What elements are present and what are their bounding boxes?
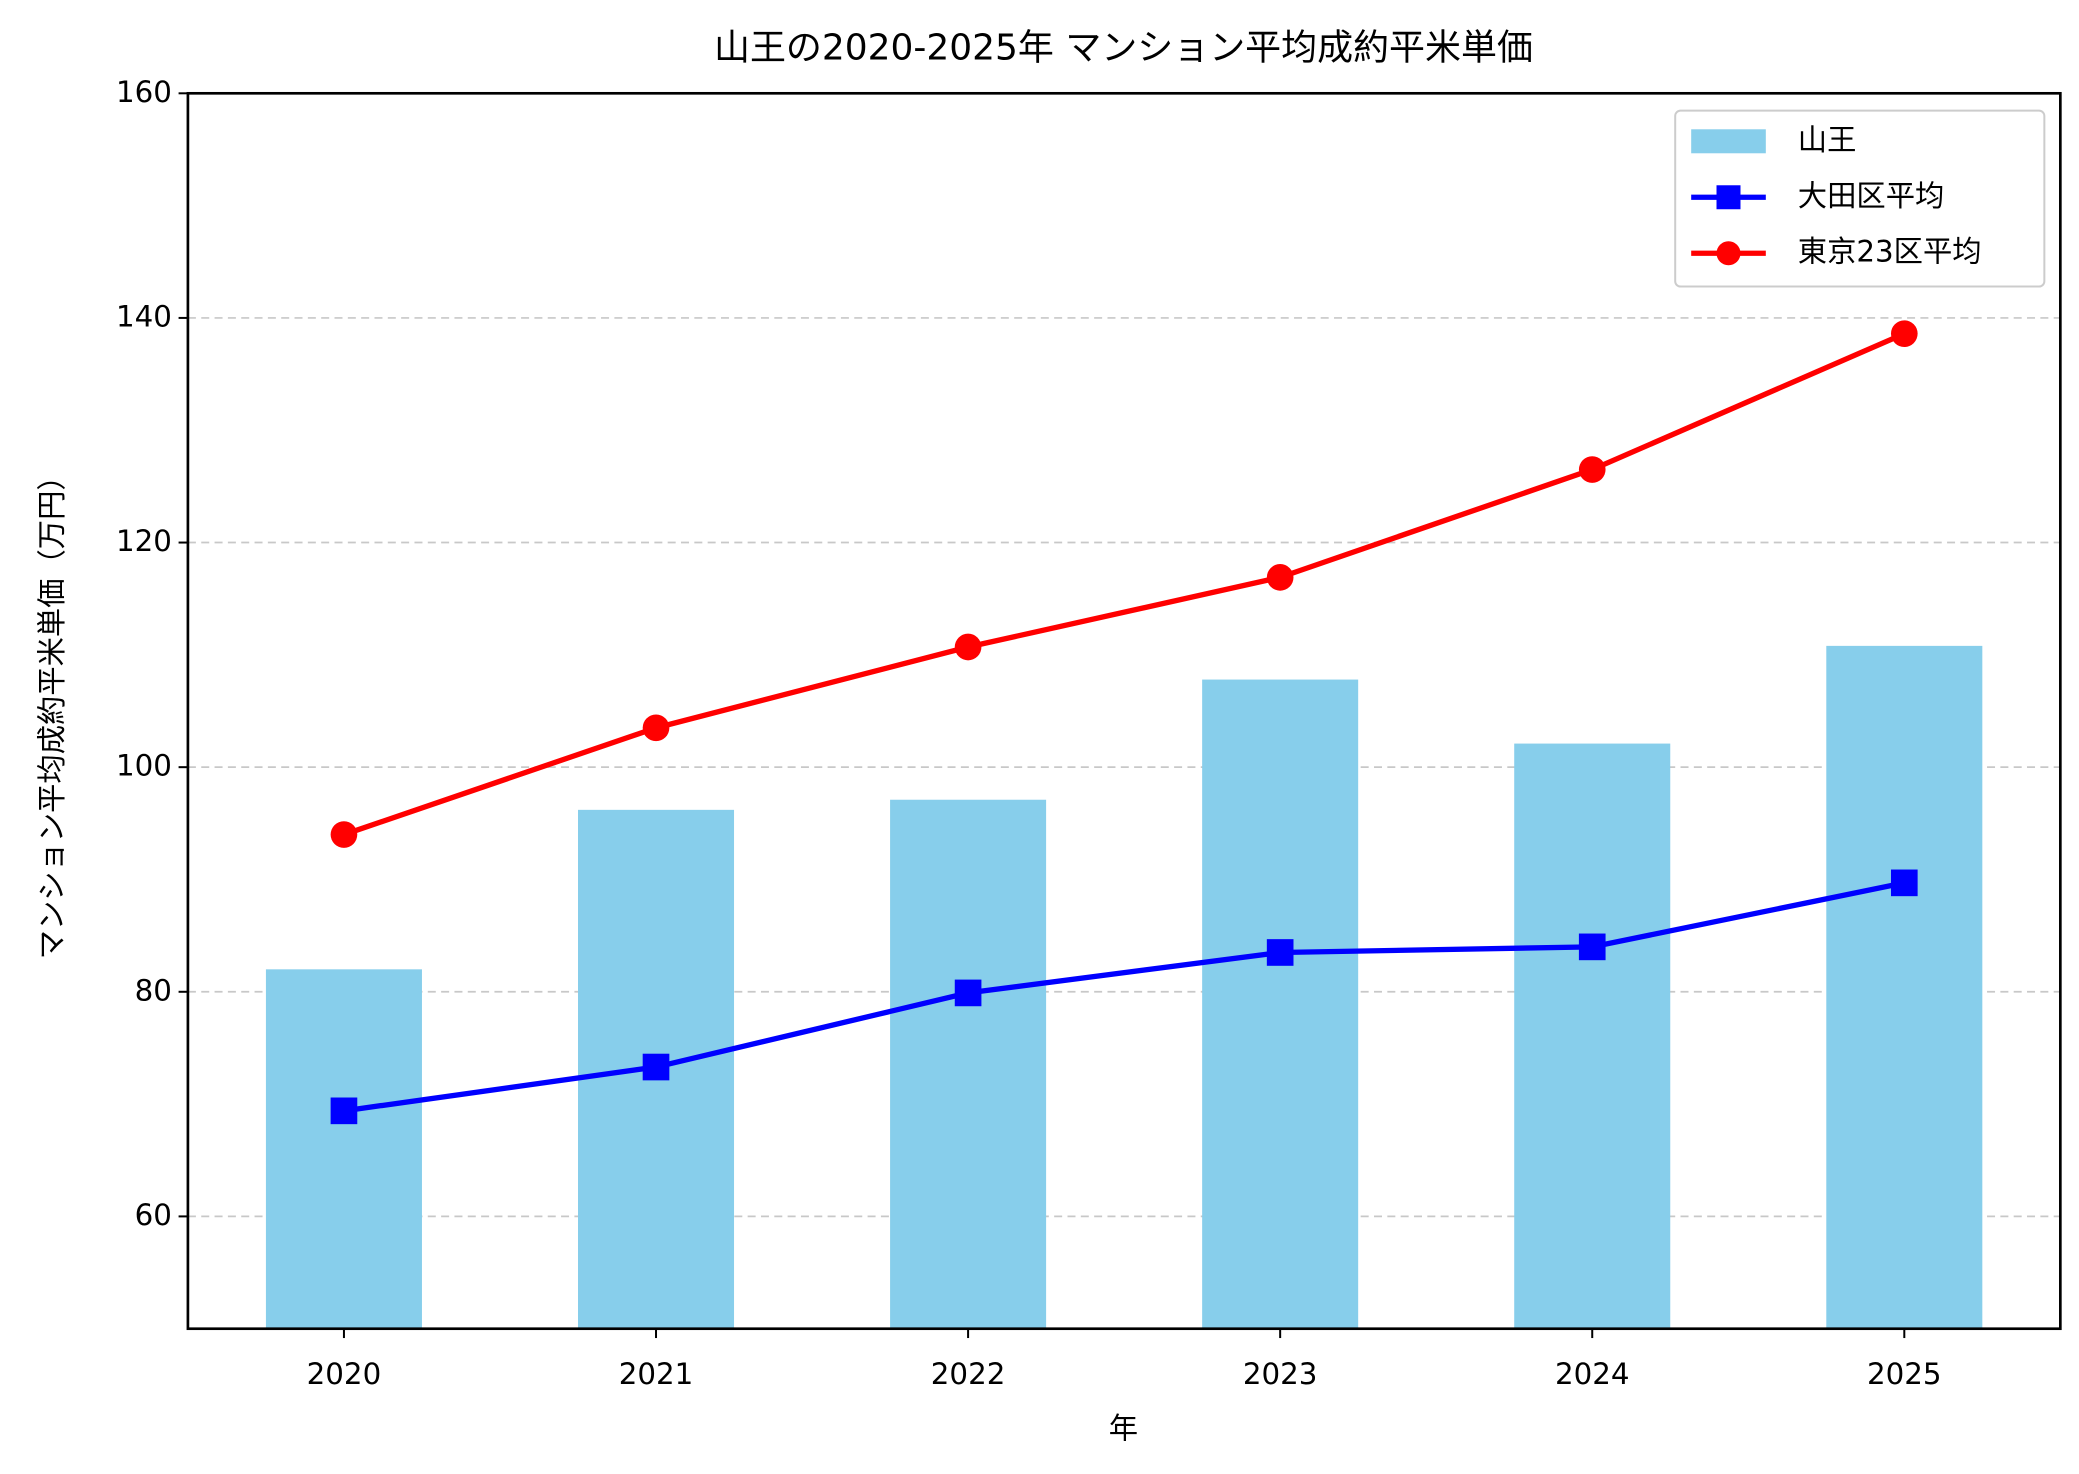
marker: [642, 714, 670, 742]
legend-box: [1674, 109, 2046, 288]
marker: [954, 633, 982, 661]
y-tick-label: 80: [135, 973, 172, 1007]
y-tick-label: 140: [116, 299, 172, 333]
marker: [1266, 564, 1294, 591]
line: [343, 880, 1905, 1114]
x-axis-label: 年: [1109, 1412, 1138, 1446]
marker: [1716, 241, 1741, 266]
line: [343, 331, 1906, 838]
marker: [1578, 456, 1606, 483]
marker: [1578, 933, 1606, 961]
marker: [1266, 939, 1294, 966]
legend-swatch: [1691, 129, 1766, 154]
bar: [890, 799, 1047, 1329]
y-tick-label: 120: [116, 524, 172, 558]
marker: [642, 1053, 670, 1081]
plot-frame: [186, 91, 2062, 1331]
y-tick-label: 60: [135, 1198, 172, 1232]
x-tick-label: 2023: [1243, 1357, 1318, 1391]
x-tick-label: 2024: [1555, 1357, 1630, 1391]
marker: [1890, 869, 1918, 897]
x-tick-label: 2025: [1867, 1357, 1942, 1391]
x-tick-label: 2022: [931, 1357, 1006, 1391]
x-tick-label: 2021: [619, 1357, 694, 1391]
chart-title: 山王の2020-2025年 マンション平均成約平米単価: [714, 27, 1533, 68]
marker: [330, 1097, 358, 1125]
legend-label: 大田区平均: [1798, 179, 1944, 213]
marker: [954, 979, 982, 1007]
bar: [1514, 743, 1671, 1329]
y-tick-label: 100: [116, 749, 172, 783]
bar: [1826, 645, 1983, 1329]
marker: [1716, 185, 1741, 210]
marker: [330, 821, 358, 848]
bar: [265, 969, 422, 1329]
x-tick-label: 2020: [307, 1357, 382, 1391]
legend-label: 山王: [1798, 123, 1857, 157]
y-axis-label: マンション平均成約平米単価（万円）: [35, 461, 69, 959]
bar: [1202, 679, 1359, 1329]
legend-label: 東京23区平均: [1798, 235, 1982, 269]
marker: [1890, 320, 1918, 347]
y-tick-label: 160: [116, 75, 172, 109]
